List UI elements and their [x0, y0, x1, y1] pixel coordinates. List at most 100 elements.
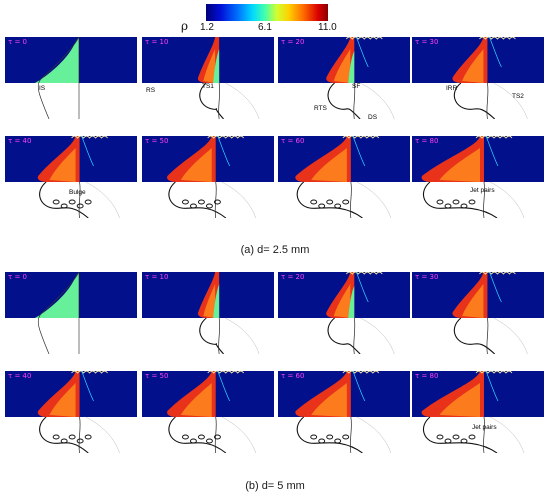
time-label: τ = 30: [415, 273, 439, 281]
interface-outline: [453, 317, 496, 354]
vortex-ring: [189, 203, 197, 209]
interface-outline: [168, 181, 227, 218]
transmitted-wave: [489, 37, 502, 68]
vortex-ring: [326, 199, 334, 205]
kh-rollup-edge: [342, 371, 380, 374]
density-field-plot: [278, 136, 410, 218]
shock-front-line: [353, 317, 356, 354]
initial-gas-region: [35, 37, 79, 83]
shock-front-line: [218, 317, 221, 354]
kh-rollup-edge: [475, 371, 513, 374]
vortex-ring: [213, 434, 221, 440]
vortex-ring: [444, 438, 452, 444]
transmitted-wave: [485, 371, 499, 402]
vortex-ring: [76, 438, 84, 444]
colorbar-max-label: 11.0: [318, 22, 337, 33]
vortex-ring: [334, 203, 342, 209]
diffracted-shock-arc: [493, 82, 528, 119]
density-field-plot: [278, 371, 410, 453]
unshocked-gas-region: [213, 284, 220, 318]
interface-outline: [453, 82, 496, 119]
density-field-plot: [412, 37, 544, 119]
simulation-panel: τ = 80 Jet pairs: [412, 136, 544, 218]
simulation-panel: τ = 40: [5, 371, 137, 453]
simulation-panel: τ = 40BulgeKHI: [5, 136, 137, 218]
transmitted-wave: [485, 136, 499, 167]
time-label: τ = 50: [145, 137, 169, 145]
unshocked-gas-region: [213, 49, 220, 83]
feature-annotation: Jet pairs: [470, 187, 495, 194]
lobe-highlight: [311, 148, 347, 182]
vortex-ring: [68, 434, 76, 440]
diffracted-shock-arc: [489, 181, 525, 218]
time-label: τ = 10: [145, 273, 169, 281]
interface-outline: [422, 416, 498, 453]
vortex-ring: [342, 434, 350, 440]
density-field-plot: [278, 37, 410, 119]
kh-rollup-edge: [207, 136, 245, 139]
vortex-ring: [205, 203, 213, 209]
vortex-ring: [52, 199, 60, 205]
simulation-panel: τ = 0: [5, 272, 137, 354]
kh-rollup-edge: [479, 37, 516, 40]
kh-rollup-edge: [479, 272, 516, 275]
vortex-ring: [460, 438, 468, 444]
simulation-panel: τ = 10: [142, 272, 274, 354]
density-field-plot: [278, 272, 410, 354]
vortex-ring: [436, 434, 444, 440]
vortex-ring: [60, 438, 68, 444]
density-field-plot: [412, 136, 544, 218]
lobe-highlight: [462, 284, 484, 318]
density-field-plot: [142, 136, 274, 218]
shock-front-line: [349, 416, 352, 453]
diffracted-shock-arc: [221, 416, 256, 453]
feature-annotation: Bulge: [69, 189, 86, 196]
vortex-ring: [326, 434, 334, 440]
density-field-plot: [142, 37, 274, 119]
density-field-plot: [5, 37, 137, 119]
colorbar-min-label: 1.2: [200, 22, 214, 33]
kh-rollup-edge: [475, 136, 513, 139]
diffracted-shock-arc: [360, 82, 395, 119]
kh-rollup-edge: [71, 136, 108, 139]
shock-front-line: [486, 317, 489, 354]
kh-rollup-edge: [345, 272, 383, 275]
simulation-panel: τ = 20: [278, 272, 410, 354]
lobe-highlight: [49, 148, 76, 182]
interface-outline: [39, 416, 89, 453]
feature-annotation: IRR: [446, 85, 458, 92]
lobe-highlight: [180, 148, 212, 182]
lobe-highlight: [439, 148, 480, 182]
time-label: τ = 80: [415, 137, 439, 145]
lobe-highlight: [333, 284, 351, 318]
vortex-ring: [60, 203, 68, 209]
density-field-plot: [142, 272, 274, 354]
diffracted-shock-arc: [85, 181, 120, 218]
time-label: τ = 40: [8, 137, 32, 145]
vortex-ring: [181, 434, 189, 440]
feature-annotation: DS: [368, 114, 378, 119]
transmitted-wave: [355, 272, 369, 303]
vortex-ring: [318, 203, 326, 209]
section-caption: (a) d= 2.5 mm: [240, 244, 310, 256]
lobe-highlight: [462, 49, 484, 83]
time-label: τ = 20: [281, 38, 305, 46]
kh-rollup-edge: [345, 37, 383, 40]
time-label: τ = 20: [281, 273, 305, 281]
vortex-ring: [310, 199, 318, 205]
lobe-highlight: [203, 49, 216, 83]
vortex-ring: [181, 199, 189, 205]
interface-outline: [39, 181, 89, 218]
density-field-plot: [5, 272, 137, 354]
vortex-ring: [197, 199, 205, 205]
simulation-panel: τ = 50: [142, 136, 274, 218]
vortex-ring: [205, 438, 213, 444]
interface-outline: [327, 317, 361, 354]
time-label: τ = 30: [415, 38, 439, 46]
density-colorbar-block: ρ 1.2 6.1 11.0: [0, 0, 550, 40]
density-field-plot: [142, 371, 274, 453]
time-label: τ = 40: [8, 372, 32, 380]
incident-shock-curve: [37, 37, 80, 119]
vortex-ring: [84, 199, 92, 205]
shock-front-line: [78, 416, 81, 453]
